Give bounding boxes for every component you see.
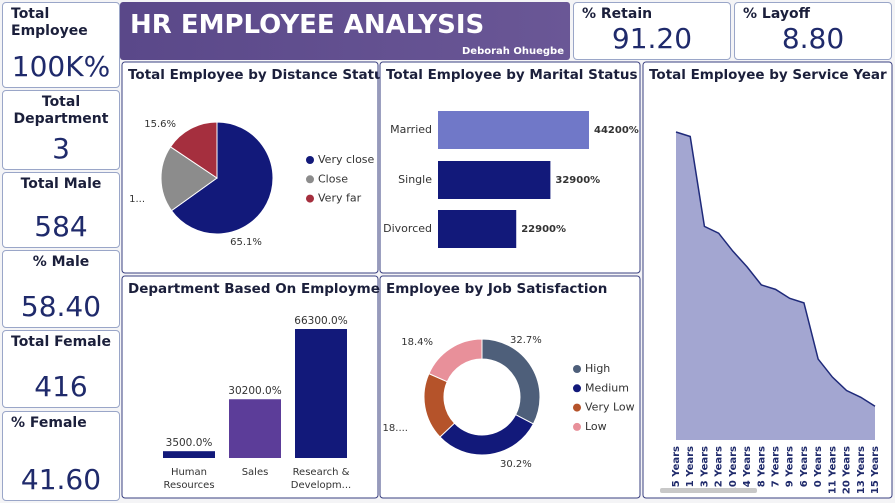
legend-label: Low [585,420,607,433]
data-label: 32.7% [510,335,542,346]
kpi-card: Total Employee 100K% [2,2,120,88]
legend-marker [306,156,314,164]
slice [160,146,218,212]
x-tick-label: 9 Years [785,446,796,487]
x-tick-label: Resources [163,480,214,491]
kpi-value: 100K% [11,50,111,83]
slice [169,121,218,179]
scrollbar [660,488,757,493]
kpi-value: 91.20 [611,22,693,55]
header: HR EMPLOYEE ANALYSIS Deborah Ohuegbe [120,2,570,60]
bar [438,210,517,248]
kpi-label: Total Employee [11,6,88,39]
kpi-value: 58.40 [20,290,102,323]
x-tick-label: Sales [242,467,269,478]
legend-marker [306,194,314,203]
legend-marker [573,384,581,393]
area [676,132,875,440]
legend-marker [573,422,581,431]
y-tick-label: Married [390,123,432,136]
panel-title: Employee by Job Satisfaction [386,281,607,297]
x-tick-label: 1 Years [685,446,696,487]
kpi-label: % Male [32,254,90,270]
x-tick-label: 6 Years [799,446,810,487]
kpi-card: % Female 41.60 [2,411,120,501]
data-label: 66300.0% [294,315,347,327]
kpi-value: 41.60 [20,463,102,496]
data-label: 22900% [521,224,566,235]
x-tick-label: Developm... [291,480,351,491]
data-label: 65.1% [230,237,262,248]
x-tick-label: 2 Years [714,446,725,487]
data-label: 32900% [555,175,600,186]
legend-marker [306,175,314,184]
slice [170,121,274,235]
x-tick-label: 11 Years [827,446,838,494]
legend-marker [573,403,581,412]
x-tick-label: 3 Years [699,446,710,487]
legend-label: Close [318,172,348,185]
data-label: 18.4% [401,337,433,348]
kpi-card: % Layoff 8.80 [734,2,892,60]
kpi-label: % Retain [582,6,653,22]
header-author: Deborah Ohuegbe [461,46,564,57]
legend-label: Very Low [585,401,635,414]
kpi-card: Total Department 3 [2,90,120,170]
data-label: 1... [129,194,145,205]
bar [163,451,215,458]
x-tick-label: Human [171,467,207,478]
kpi-card: % Retain 91.20 [573,2,731,60]
kpi-label: Total Female [11,334,111,350]
kpi-card: Total Male 584 [2,172,120,248]
data-label: 18.... [383,423,408,434]
panel-title: Department Based On Employment [128,281,396,297]
kpi-label: % Female [11,415,87,431]
kpi-value: 3 [52,132,70,165]
legend-label: High [585,362,610,375]
data-label: 15.6% [144,119,176,130]
legend-label: Very close [318,153,375,166]
header-title: HR EMPLOYEE ANALYSIS [130,10,485,40]
kpi-value: 416 [34,370,88,403]
data-label: 30200.0% [228,385,281,397]
x-tick-label: 5 Years [671,446,682,487]
kpi-card: Total Female 416 [2,330,120,408]
bar [438,111,589,149]
x-tick-label: 7 Years [771,446,782,487]
panel-title: Total Employee by Service Year [649,67,887,83]
bar [438,161,551,199]
panel-title: Total Employee by Marital Status [386,67,638,83]
kpi-label: Total Department [13,94,109,127]
legend-label: Very far [318,192,362,205]
data-label: 44200% [594,125,639,136]
x-tick-label: Research & [293,467,350,478]
slice [428,338,483,383]
x-tick-label: 4 Years [742,446,753,487]
x-tick-label: 20 Years [842,446,853,494]
y-tick-label: Divorced [383,222,432,235]
kpi-label: % Layoff [743,6,810,22]
kpi-card: % Male 58.40 [2,250,120,328]
x-tick-label: 0 Years [813,446,824,487]
x-tick-label: 10 Years [728,446,739,494]
kpi-label: Total Male [20,176,102,192]
x-tick-label: 8 Years [756,446,767,487]
x-tick-label: 15 Years [870,446,881,494]
kpi-value: 8.80 [781,22,845,55]
x-tick-label: 13 Years [856,446,867,494]
data-label: 30.2% [500,459,532,470]
bar [229,399,281,458]
legend-label: Medium [585,381,629,394]
y-tick-label: Single [398,173,432,186]
data-label: 3500.0% [166,437,213,449]
bar [295,329,347,458]
kpi-value: 584 [34,210,88,243]
panel [379,275,641,499]
panel-title: Total Employee by Distance Status [128,67,392,83]
legend-marker [573,365,581,373]
line [675,131,876,407]
